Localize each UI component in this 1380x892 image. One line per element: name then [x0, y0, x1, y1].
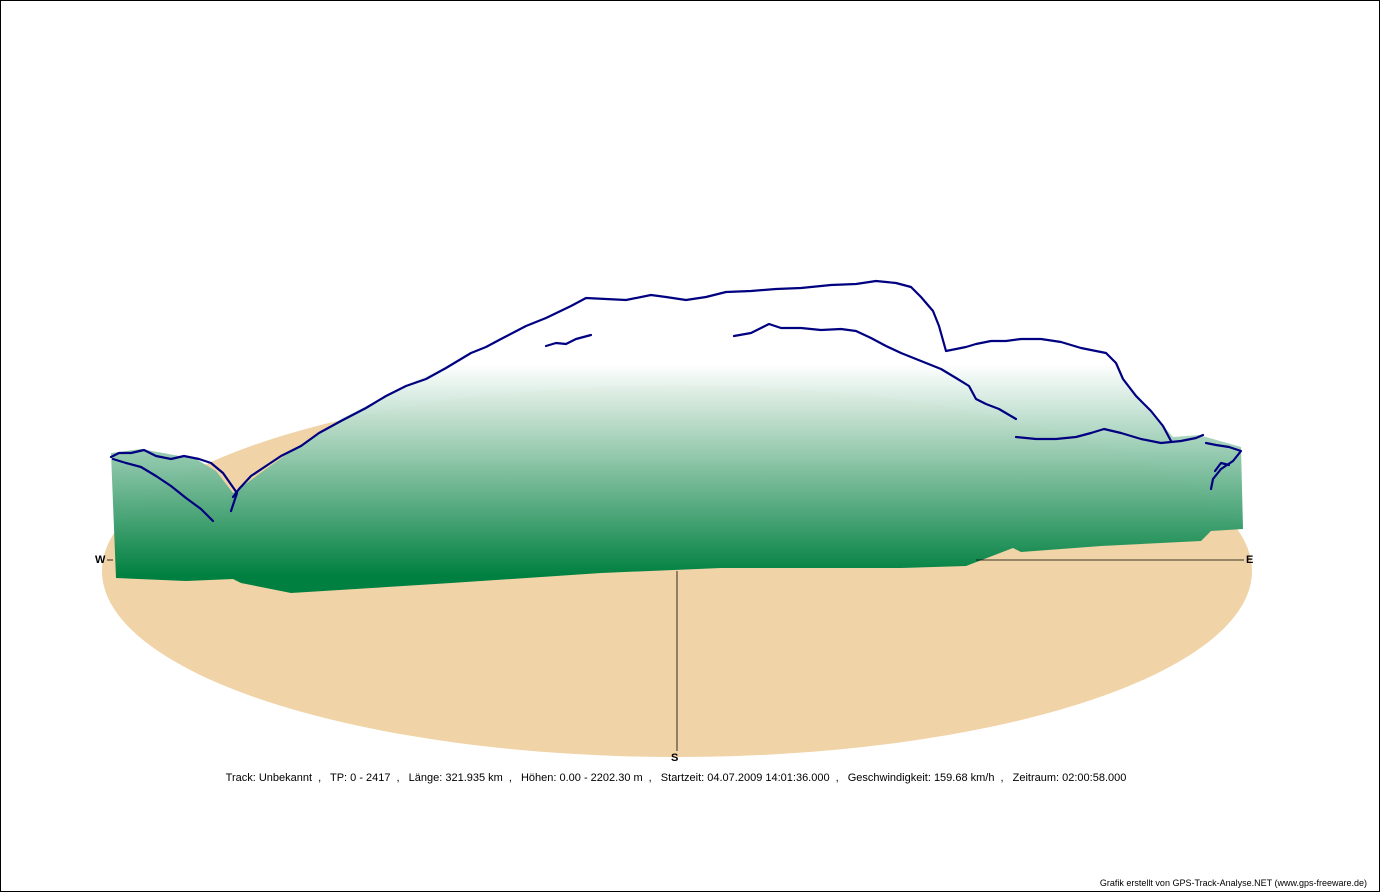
track-west-descent — [111, 457, 215, 523]
track-main-ridge — [231, 279, 1173, 499]
track-lines — [109, 279, 1243, 523]
compass-west-label: W — [95, 554, 106, 566]
track-segment-small — [544, 333, 593, 348]
track-east-hook — [1213, 461, 1231, 473]
info-speed: Geschwindigkeit: 159.68 km/h — [847, 772, 995, 784]
track-info-line: Track: Unbekannt, TP: 0 - 2417, Länge: 3… — [225, 772, 1127, 784]
track-inner-ridge — [732, 322, 1018, 421]
elevation-wall — [111, 281, 1243, 593]
info-track: Track: Unbekannt — [225, 772, 313, 784]
info-length: Länge: 321.935 km — [408, 772, 503, 784]
info-start: Startzeit: 04.07.2009 14:01:36.000 — [660, 772, 830, 784]
compass-east-label: E — [1246, 554, 1254, 566]
info-tp: TP: 0 - 2417 — [329, 772, 391, 784]
info-heights: Höhen: 0.00 - 2202.30 m — [520, 772, 643, 784]
compass-south-label: S — [671, 752, 679, 764]
compass-axes — [107, 559, 1244, 751]
track-east-end — [1204, 441, 1243, 491]
credit-text: Grafik erstellt von GPS-Track-Analyse.NE… — [1099, 878, 1367, 888]
info-duration: Zeitraum: 02:00:58.000 — [1012, 772, 1127, 784]
track-east-segment — [1014, 427, 1205, 445]
track-west-loop — [109, 448, 239, 513]
